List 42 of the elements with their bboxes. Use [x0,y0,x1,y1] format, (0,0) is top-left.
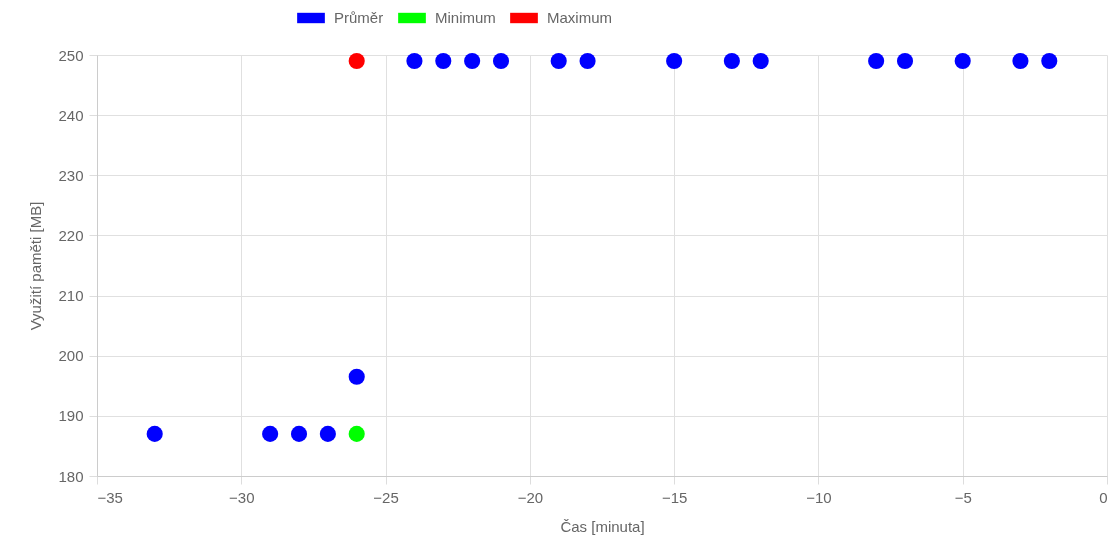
point [723,52,740,70]
x-axis-title: Čas [minuta] [560,517,645,535]
y-tick-label: 240 [58,106,84,124]
x-tick-label: −5 [954,488,972,506]
point [954,52,971,70]
point [492,52,510,70]
x-tick-label: −20 [517,488,544,506]
x-tick-label: −25 [373,488,399,506]
x-tick-label: −30 [229,488,255,506]
x-tick-label: −35 [97,488,123,506]
point [579,52,596,70]
y-tick-label: 230 [58,166,84,184]
y-tick-label: 210 [58,287,84,305]
point [348,425,365,442]
legend-label: Maximum [547,9,613,26]
x-tick-label: 0 [1099,488,1108,506]
y-axis-title: Využití paměti [MB] [27,201,45,331]
point [868,52,885,70]
y-tick-label: 190 [58,407,84,425]
point [319,425,336,442]
point [262,425,279,442]
point [348,368,365,385]
point [435,52,452,70]
point [464,52,481,70]
point [550,52,567,70]
point [1012,52,1029,70]
point [406,52,423,70]
point [752,52,769,70]
legend-label: Průměr [334,9,384,26]
point [1041,52,1058,70]
y-tick-label: 180 [58,467,84,485]
point [348,52,365,70]
x-tick-label: −15 [661,488,688,506]
y-tick-label: 250 [58,46,84,64]
legend-label: Minimum [435,9,496,26]
y-tick-label: 200 [58,347,84,365]
x-tick-label: −10 [806,488,832,506]
y-tick-label: 220 [58,226,84,244]
point [896,52,914,70]
point [666,52,683,70]
point [290,425,308,442]
point [146,425,163,442]
